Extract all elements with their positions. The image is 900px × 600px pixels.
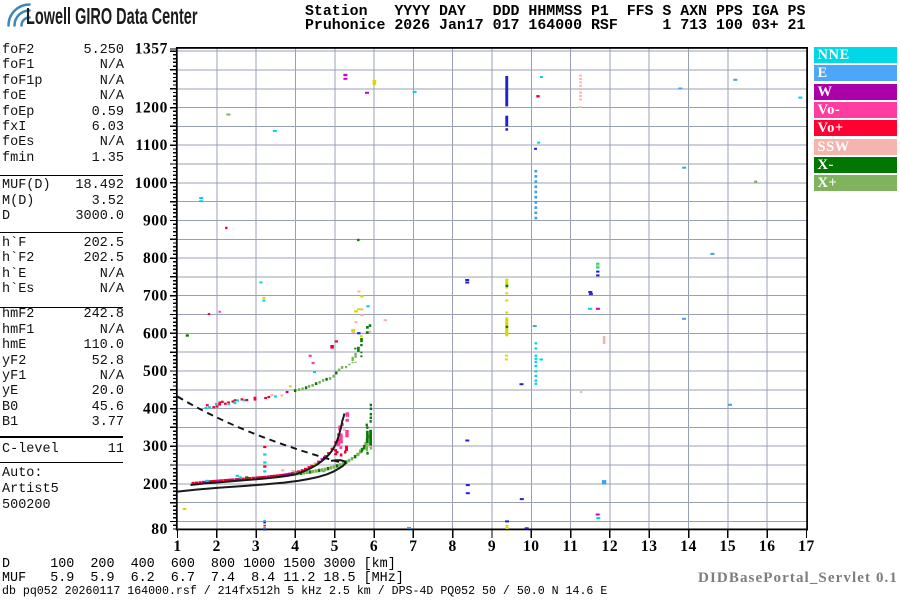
svg-text:2: 2 [213, 538, 221, 555]
svg-text:400: 400 [143, 401, 168, 418]
svg-text:13: 13 [641, 538, 658, 555]
svg-text:1: 1 [173, 538, 181, 555]
svg-text:700: 700 [143, 288, 168, 305]
svg-text:7: 7 [409, 538, 417, 555]
svg-text:900: 900 [143, 213, 168, 230]
svg-text:4: 4 [291, 538, 299, 555]
svg-text:17: 17 [798, 538, 815, 555]
svg-text:8: 8 [449, 538, 457, 555]
svg-text:11: 11 [563, 538, 579, 555]
svg-text:15: 15 [720, 538, 737, 555]
svg-text:9: 9 [488, 538, 496, 555]
svg-text:1200: 1200 [135, 100, 168, 117]
svg-text:500: 500 [143, 363, 168, 380]
svg-text:800: 800 [143, 250, 168, 267]
svg-text:200: 200 [143, 476, 168, 493]
svg-text:1357: 1357 [135, 41, 168, 58]
svg-text:1000: 1000 [135, 175, 168, 192]
svg-text:1100: 1100 [135, 137, 168, 154]
svg-text:12: 12 [602, 538, 619, 555]
svg-text:10: 10 [523, 538, 540, 555]
svg-text:600: 600 [143, 325, 168, 342]
svg-text:80: 80 [151, 521, 168, 538]
svg-text:16: 16 [759, 538, 776, 555]
svg-text:3: 3 [252, 538, 260, 555]
svg-text:6: 6 [370, 538, 378, 555]
svg-text:5: 5 [331, 538, 339, 555]
svg-text:300: 300 [143, 438, 168, 455]
svg-text:14: 14 [680, 538, 697, 555]
